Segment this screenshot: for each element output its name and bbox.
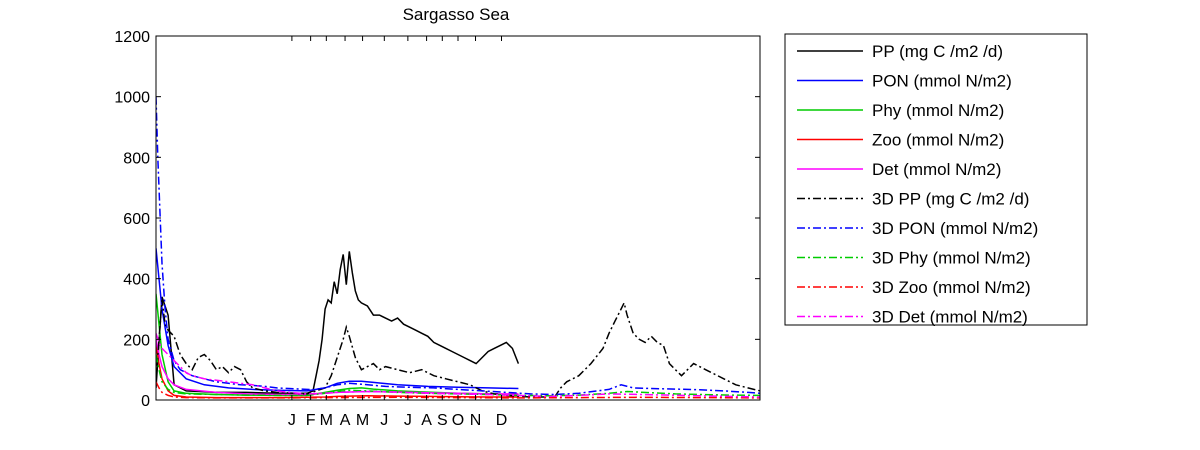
series-line-pon-mmol-n-m2 bbox=[156, 248, 519, 392]
chart-title: Sargasso Sea bbox=[403, 5, 510, 24]
series-layer bbox=[156, 96, 760, 399]
legend-label-pp-mg-c-m2-d: PP (mg C /m2 /d) bbox=[872, 42, 1003, 61]
y-tick-label: 0 bbox=[141, 393, 150, 410]
plot-frame bbox=[155, 35, 761, 401]
series-line-3d-zoo-mmol-n-m2 bbox=[156, 381, 760, 399]
y-tick-label: 1000 bbox=[114, 90, 150, 107]
y-tick-label: 200 bbox=[123, 332, 150, 349]
x-tick-label: F bbox=[306, 412, 316, 429]
legend-label-3d-phy-mmol-n-m2: 3D Phy (mmol N/m2) bbox=[872, 249, 1031, 268]
series-line-3d-pon-mmol-n-m2 bbox=[156, 96, 760, 396]
legend-label-3d-zoo-mmol-n-m2: 3D Zoo (mmol N/m2) bbox=[872, 278, 1031, 297]
legend-label-3d-det-mmol-n-m2: 3D Det (mmol N/m2) bbox=[872, 308, 1028, 327]
x-tick-label: S bbox=[437, 412, 448, 429]
y-tick-label: 1200 bbox=[114, 29, 150, 46]
series-line-3d-phy-mmol-n-m2 bbox=[156, 354, 760, 397]
series-line-3d-pp-mg-c-m2-d bbox=[156, 299, 760, 398]
series-line-3d-det-mmol-n-m2 bbox=[156, 333, 760, 398]
legend-label-3d-pp-mg-c-m2-d: 3D PP (mg C /m2 /d) bbox=[872, 190, 1029, 209]
x-tick-label: A bbox=[421, 412, 432, 429]
x-tick-label: J bbox=[288, 412, 296, 429]
x-tick-label: D bbox=[496, 412, 508, 429]
y-tick-label: 800 bbox=[123, 150, 150, 167]
x-tick-label: J bbox=[404, 412, 412, 429]
legend-label-zoo-mmol-n-m2: Zoo (mmol N/m2) bbox=[872, 131, 1004, 150]
x-tick-label: M bbox=[320, 412, 333, 429]
y-tick-label: 600 bbox=[123, 211, 150, 228]
legend-box bbox=[784, 33, 1088, 326]
series-line-pp-mg-c-m2-d bbox=[156, 251, 520, 395]
legend-label-3d-pon-mmol-n-m2: 3D PON (mmol N/m2) bbox=[872, 219, 1038, 238]
y-tick-label: 400 bbox=[123, 272, 150, 289]
x-tick-label: O bbox=[452, 412, 464, 429]
legend-label-det-mmol-n-m2: Det (mmol N/m2) bbox=[872, 160, 1001, 179]
legend-label-phy-mmol-n-m2: Phy (mmol N/m2) bbox=[872, 101, 1004, 120]
x-tick-label: M bbox=[356, 412, 369, 429]
x-tick-label: N bbox=[470, 412, 482, 429]
legend: PP (mg C /m2 /d) PON (mmol N/m2) Phy (mmol… bbox=[784, 33, 1088, 327]
legend-label-pon-mmol-n-m2: PON (mmol N/m2) bbox=[872, 72, 1012, 91]
x-tick-label: A bbox=[340, 412, 351, 429]
x-tick-label: J bbox=[380, 412, 388, 429]
y-axis: 0 200 400 600 800 1000 1200 bbox=[114, 29, 760, 410]
